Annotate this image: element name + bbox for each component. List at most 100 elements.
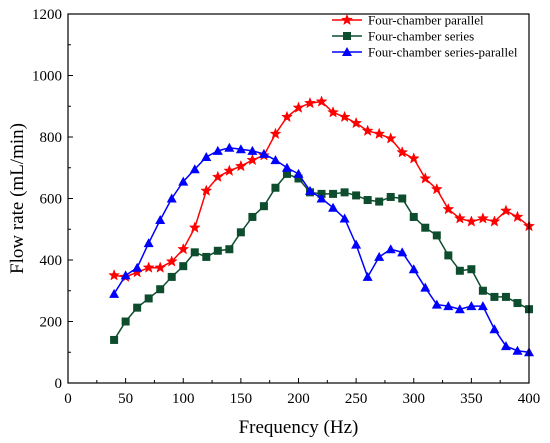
data-point [294,174,303,183]
data-point [386,192,395,201]
data-point [421,223,430,232]
data-point [430,182,443,195]
data-point [384,132,397,144]
data-point [236,228,245,237]
data-point [154,261,167,273]
data-point [466,301,477,311]
data-point [177,242,190,255]
x-tick-label: 0 [64,391,72,407]
data-point [352,191,361,200]
series-star [108,95,536,283]
legend-label: Four-chamber parallel [368,13,484,28]
data-point [235,144,246,154]
data-point [247,145,258,155]
data-point [409,212,418,221]
data-point [420,282,431,292]
data-point [511,210,524,223]
legend-marker [342,47,352,56]
data-point [398,194,407,203]
data-point [477,301,488,311]
data-point [397,247,408,257]
data-point [363,196,372,205]
y-tick-label: 800 [40,130,63,146]
data-point [143,238,154,248]
data-point [293,168,304,178]
data-point [110,335,119,344]
data-point [350,116,363,129]
data-point [280,110,293,123]
data-point [179,262,188,271]
data-point [327,106,340,118]
data-point [234,159,247,172]
data-point [340,188,349,197]
data-point [133,303,142,312]
data-point [442,202,455,215]
data-point [304,96,317,109]
data-point [165,255,178,267]
data-point [396,146,409,158]
data-point [338,110,351,123]
data-point [419,172,432,184]
data-point [316,193,327,203]
data-point [375,197,384,206]
legend-label: Four-chamber series [368,29,474,44]
data-point [224,142,235,152]
data-point [259,202,268,211]
y-axis-title: Flow rate (mL/min) [7,123,28,274]
y-tick-label: 600 [40,192,63,208]
data-point [501,292,510,301]
data-point [513,299,522,308]
data-point [121,317,130,326]
data-point [499,204,512,216]
data-point [200,184,213,196]
data-point [385,244,396,254]
data-point [108,269,121,281]
data-point [500,341,511,351]
data-point [188,221,201,233]
data-point [431,299,442,309]
data-point [408,264,419,274]
data-point [201,151,212,161]
data-point [213,246,222,255]
data-point [269,127,282,140]
legend-label: Four-chamber series-parallel [368,45,518,60]
data-point [443,301,454,311]
series-line [113,146,530,353]
data-point [328,202,339,212]
data-point [202,252,211,261]
data-point [292,101,305,113]
plot-area [108,95,536,357]
x-tick-label: 350 [460,391,483,407]
data-point [190,248,199,257]
data-point [178,176,189,186]
legend-marker [340,13,354,26]
data-point [329,189,338,198]
x-tick-label: 200 [287,391,310,407]
x-tick-label: 400 [518,391,541,407]
data-point [455,266,464,275]
data-point [132,262,143,272]
data-point [476,212,489,224]
data-point [212,145,223,155]
series-triangle [109,142,534,357]
x-tick-label: 100 [172,391,195,407]
y-tick-label: 0 [55,376,63,392]
data-point [490,292,499,301]
data-point [225,245,234,254]
x-tick-label: 150 [230,391,253,407]
axes: 0 50 100 150 200 250 300 350 400 0 200 400 600 800 100… [32,7,540,407]
data-point [488,215,501,227]
plot-frame [67,13,530,384]
data-point [155,215,166,225]
data-point [305,185,316,195]
data-point [270,155,281,165]
data-point [258,148,269,158]
data-point [223,164,236,176]
data-point [248,212,257,221]
legend-marker [343,32,351,40]
data-point [211,170,224,183]
y-tick-label: 1200 [32,7,62,23]
data-point [142,261,155,273]
